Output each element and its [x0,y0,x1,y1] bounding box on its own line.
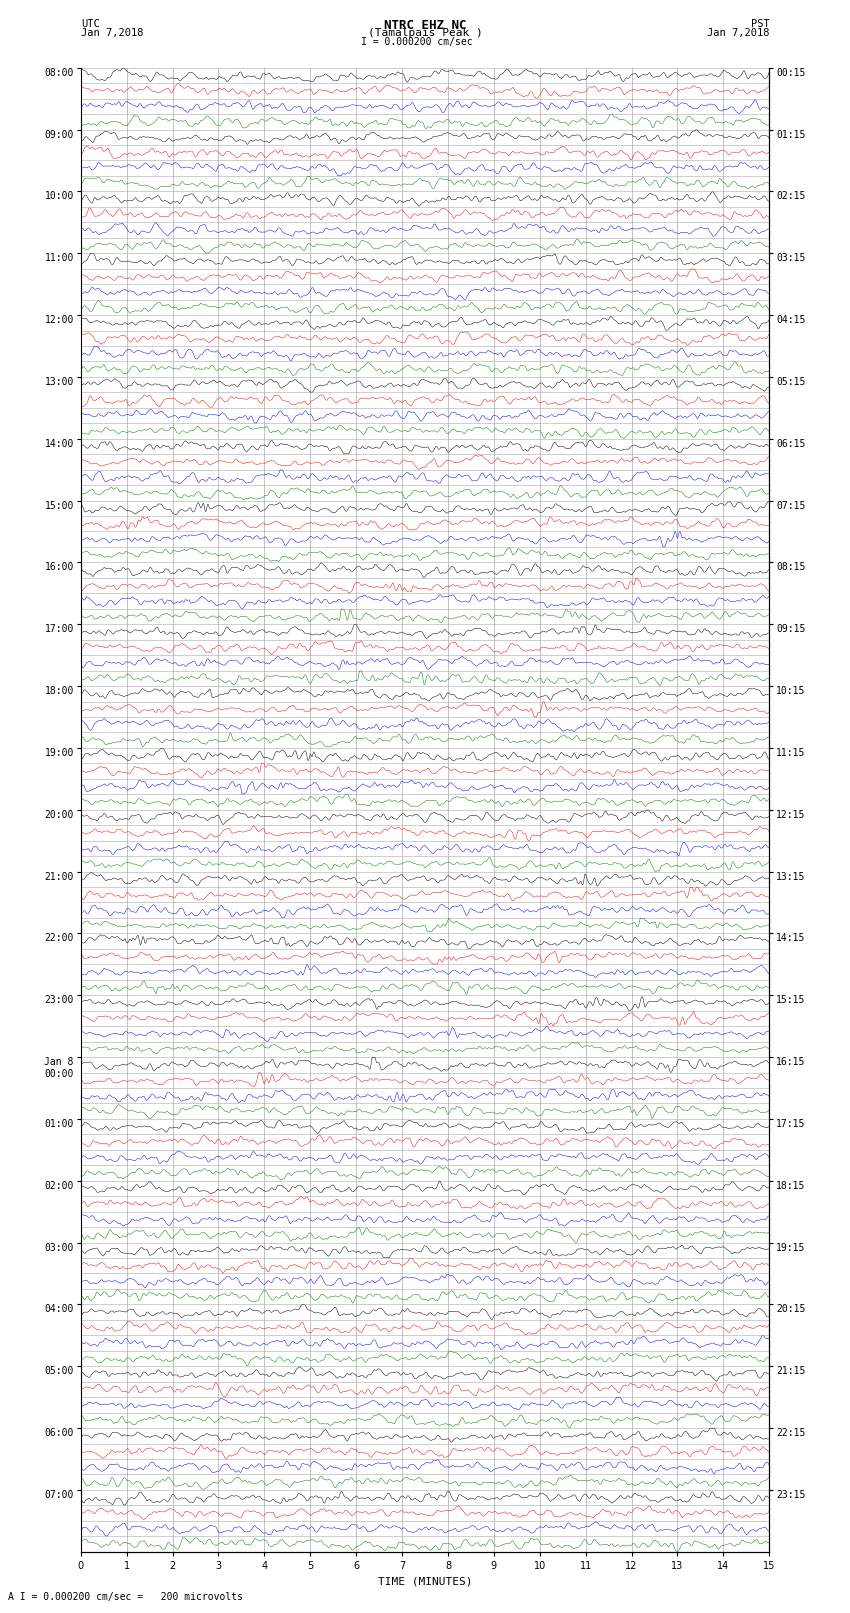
Text: NTRC EHZ NC: NTRC EHZ NC [383,18,467,32]
X-axis label: TIME (MINUTES): TIME (MINUTES) [377,1576,473,1586]
Text: PST: PST [751,18,769,29]
Text: Jan 7,2018: Jan 7,2018 [706,29,769,39]
Text: UTC: UTC [81,18,99,29]
Text: (Tamalpais Peak ): (Tamalpais Peak ) [367,29,483,39]
Text: I = 0.000200 cm/sec: I = 0.000200 cm/sec [360,37,473,47]
Text: Jan 7,2018: Jan 7,2018 [81,29,144,39]
Text: A I = 0.000200 cm/sec =   200 microvolts: A I = 0.000200 cm/sec = 200 microvolts [8,1592,243,1602]
